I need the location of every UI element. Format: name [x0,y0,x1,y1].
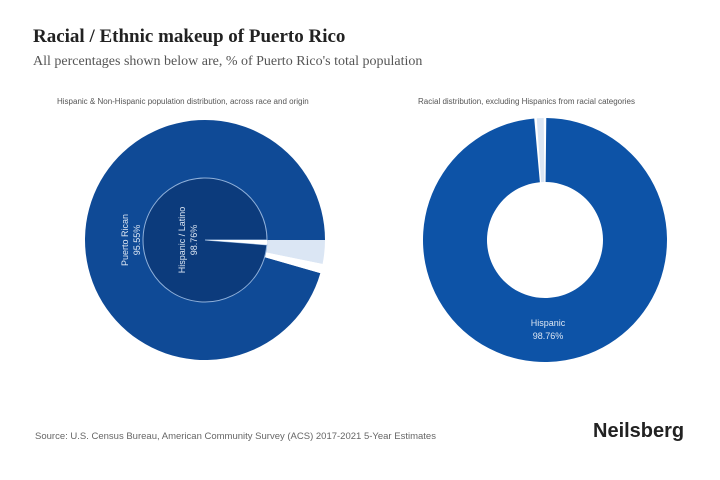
page-subtitle: All percentages shown below are, % of Pu… [33,54,423,69]
left-chart-title: Hispanic & Non-Hispanic population distr… [57,97,309,106]
value-hispanic: 98.76% [533,331,564,341]
donut-slice-0 [422,118,667,363]
label-hispanic-latino: Hispanic / Latino [177,207,187,274]
label-hispanic: Hispanic [531,318,566,328]
outer-slice-1 [265,240,325,265]
right-chart-title: Racial distribution, excluding Hispanics… [418,97,635,106]
outer-slice-0 [85,120,325,361]
donut-slice-1 [536,118,545,183]
value-puerto-rican: 95.55% [132,225,142,256]
inner-slice-0 [142,177,268,303]
label-puerto-rican: Puerto Rican [120,214,130,266]
source-note: Source: U.S. Census Bureau, American Com… [35,431,436,442]
page-title: Racial / Ethnic makeup of Puerto Rico [33,26,346,47]
outer-slice-2 [264,252,323,274]
brand-logo: Neilsberg [593,420,685,442]
inner-slice-1 [205,240,267,245]
value-hispanic-latino: 98.76% [189,225,199,256]
